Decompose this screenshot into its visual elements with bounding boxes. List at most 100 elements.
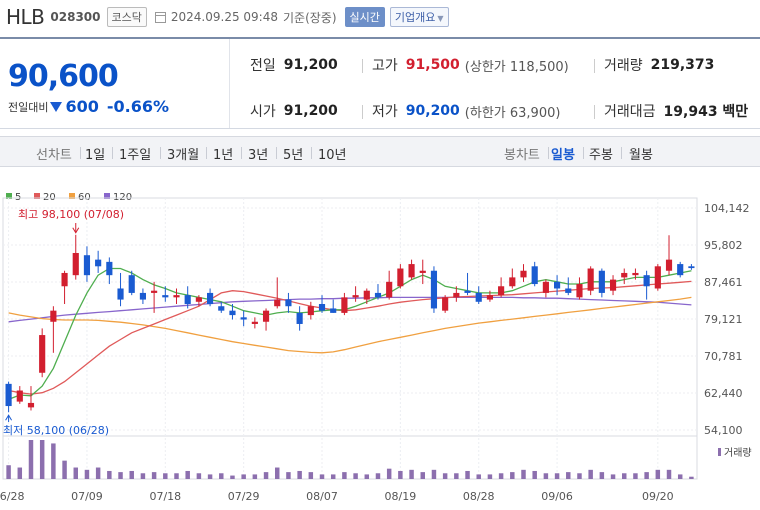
tab-daily[interactable]: 일봉 <box>551 148 575 163</box>
high-arrow-head <box>72 227 80 234</box>
volume-bar <box>532 470 537 479</box>
tab-candle-chart[interactable]: 봉차트 <box>504 148 540 163</box>
candle-body <box>475 292 482 302</box>
volume-bar <box>185 470 190 479</box>
candle-body <box>27 402 35 408</box>
legend-swatch <box>6 193 12 199</box>
volume-bar <box>207 474 213 479</box>
volume-bar <box>330 474 336 479</box>
tab-period-1w[interactable]: 1주일 <box>119 148 152 163</box>
tab-period-3y[interactable]: 3년 <box>248 148 269 163</box>
stat-value: 91,200 <box>283 103 338 119</box>
x-tick-label: 09/06 <box>541 490 573 503</box>
volume-bar <box>465 470 470 479</box>
volume-bar <box>342 472 347 479</box>
x-tick-label: 06/28 <box>0 490 24 503</box>
candle-body <box>83 255 91 276</box>
candle-body <box>486 295 493 300</box>
volume-bar <box>118 472 123 479</box>
stat-value: 91,500 <box>405 57 460 73</box>
divider <box>594 59 595 73</box>
candle-body <box>139 292 146 300</box>
tab-period-1y[interactable]: 1년 <box>213 148 234 163</box>
candle-body <box>318 304 326 311</box>
candle-body <box>498 286 505 296</box>
legend-swatch <box>104 193 110 199</box>
volume-bar <box>51 443 56 479</box>
volume-bar <box>297 470 302 479</box>
candle-body <box>453 292 460 298</box>
tab-period-3m[interactable]: 3개월 <box>167 148 200 163</box>
volume-bar <box>610 474 616 479</box>
candle-body <box>207 292 214 305</box>
divider <box>160 147 161 159</box>
candle-body <box>598 270 605 293</box>
chevron-down-icon: ▼ <box>437 14 444 23</box>
volume-bar <box>655 469 661 479</box>
tab-monthly[interactable]: 월봉 <box>629 148 653 163</box>
stat-volume: 거래량 219,373 <box>604 55 714 75</box>
stat-value: 219,373 <box>650 57 715 73</box>
stat-value: 90,200 <box>405 103 460 119</box>
stat-trade-value: 거래대금 19,943 백만 <box>604 101 748 121</box>
candle-body <box>195 297 202 302</box>
plot-frame <box>2 197 698 480</box>
stat-value: 19,943 백만 <box>663 104 749 120</box>
candle-body <box>386 281 393 298</box>
price-change: 전일대비 600 -0.66% <box>8 97 169 116</box>
stat-low: 저가 90,200 (하한가 63,900) <box>372 101 560 121</box>
volume-bar <box>566 472 571 479</box>
company-overview-label: 기업개요 <box>394 11 436 24</box>
volume-bar <box>364 474 370 479</box>
x-tick-label: 07/09 <box>71 490 103 503</box>
stat-label: 거래대금 <box>604 104 656 120</box>
tab-weekly[interactable]: 주봉 <box>589 148 613 163</box>
candlestick-chart-svg[interactable]: 5 20 60 120 104,14295,80287,46179,12170,781… <box>0 182 760 510</box>
candle-body <box>251 321 258 324</box>
realtime-button[interactable]: 실시간 <box>344 7 385 27</box>
divider <box>621 147 622 159</box>
candle-body <box>307 306 314 316</box>
tab-period-1d[interactable]: 1일 <box>85 148 106 163</box>
candle-body <box>39 335 46 373</box>
volume-bar <box>666 469 672 479</box>
volume-bar <box>498 473 504 479</box>
stock-chart[interactable]: 5 20 60 120 104,142 95,802 87,461 79,121 70,781… <box>0 182 760 510</box>
volume-bar <box>409 469 414 479</box>
calendar-icon <box>154 11 166 23</box>
stat-open: 시가 91,200 <box>250 101 338 121</box>
tab-period-10y[interactable]: 10년 <box>318 148 347 163</box>
volume-bar <box>622 473 627 479</box>
candle-body <box>643 275 650 287</box>
volume-bar <box>39 440 45 479</box>
company-overview-dropdown[interactable]: 기업개요 ▼ <box>389 7 449 27</box>
volume-bar <box>543 473 549 479</box>
volume-bar <box>263 472 269 479</box>
candle-body <box>688 266 695 269</box>
candle-body <box>61 272 68 287</box>
candle-body <box>95 259 102 267</box>
stat-label: 저가 <box>372 104 398 120</box>
volume-bar <box>554 473 560 479</box>
divider <box>362 105 363 119</box>
tab-line-chart[interactable]: 선차트 <box>36 148 72 163</box>
legend-swatch <box>34 193 40 199</box>
current-price: 90,600 <box>8 59 119 94</box>
x-tick-label: 08/28 <box>463 490 495 503</box>
candle-body <box>665 259 673 271</box>
divider <box>548 147 549 159</box>
volume-bar <box>319 474 325 479</box>
divider <box>276 147 277 159</box>
legend-swatch <box>69 193 75 199</box>
low-annotation-label: 최저 58,100 (06/28) <box>3 424 109 437</box>
candle-body <box>296 312 303 324</box>
volume-bar <box>107 470 112 479</box>
candle-body <box>576 284 583 298</box>
ma120-line <box>8 296 692 323</box>
tab-period-5y[interactable]: 5년 <box>283 148 304 163</box>
candle-body <box>262 310 270 322</box>
stat-label: 고가 <box>372 58 398 74</box>
candle-body <box>677 264 684 276</box>
y-tick-label: 79,121 <box>704 313 743 326</box>
candle-body <box>520 270 527 278</box>
